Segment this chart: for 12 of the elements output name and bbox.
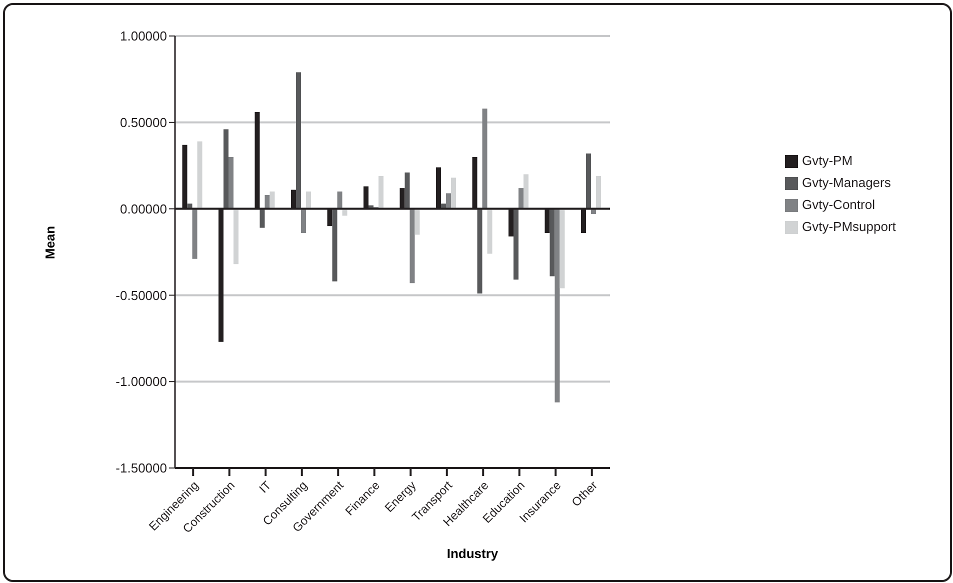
y-tick-label: -0.50000 [116,288,167,303]
legend-label: Gvty-PM [802,153,853,168]
y-axis-title: Mean [42,224,58,262]
x-axis-title: Industry [446,546,500,561]
legend-label: Gvty-PMsupport [802,219,896,234]
legend-label: Gvty-Managers [802,175,891,190]
y-tick-label: 0.00000 [120,201,167,216]
y-tick-label: -1.00000 [116,374,167,390]
legend-label: Gvty-Control [802,197,875,212]
y-tick-label: 1.00000 [120,28,167,44]
y-tick-label: 0.50000 [120,115,167,130]
y-tick-label: -1.50000 [116,460,167,476]
